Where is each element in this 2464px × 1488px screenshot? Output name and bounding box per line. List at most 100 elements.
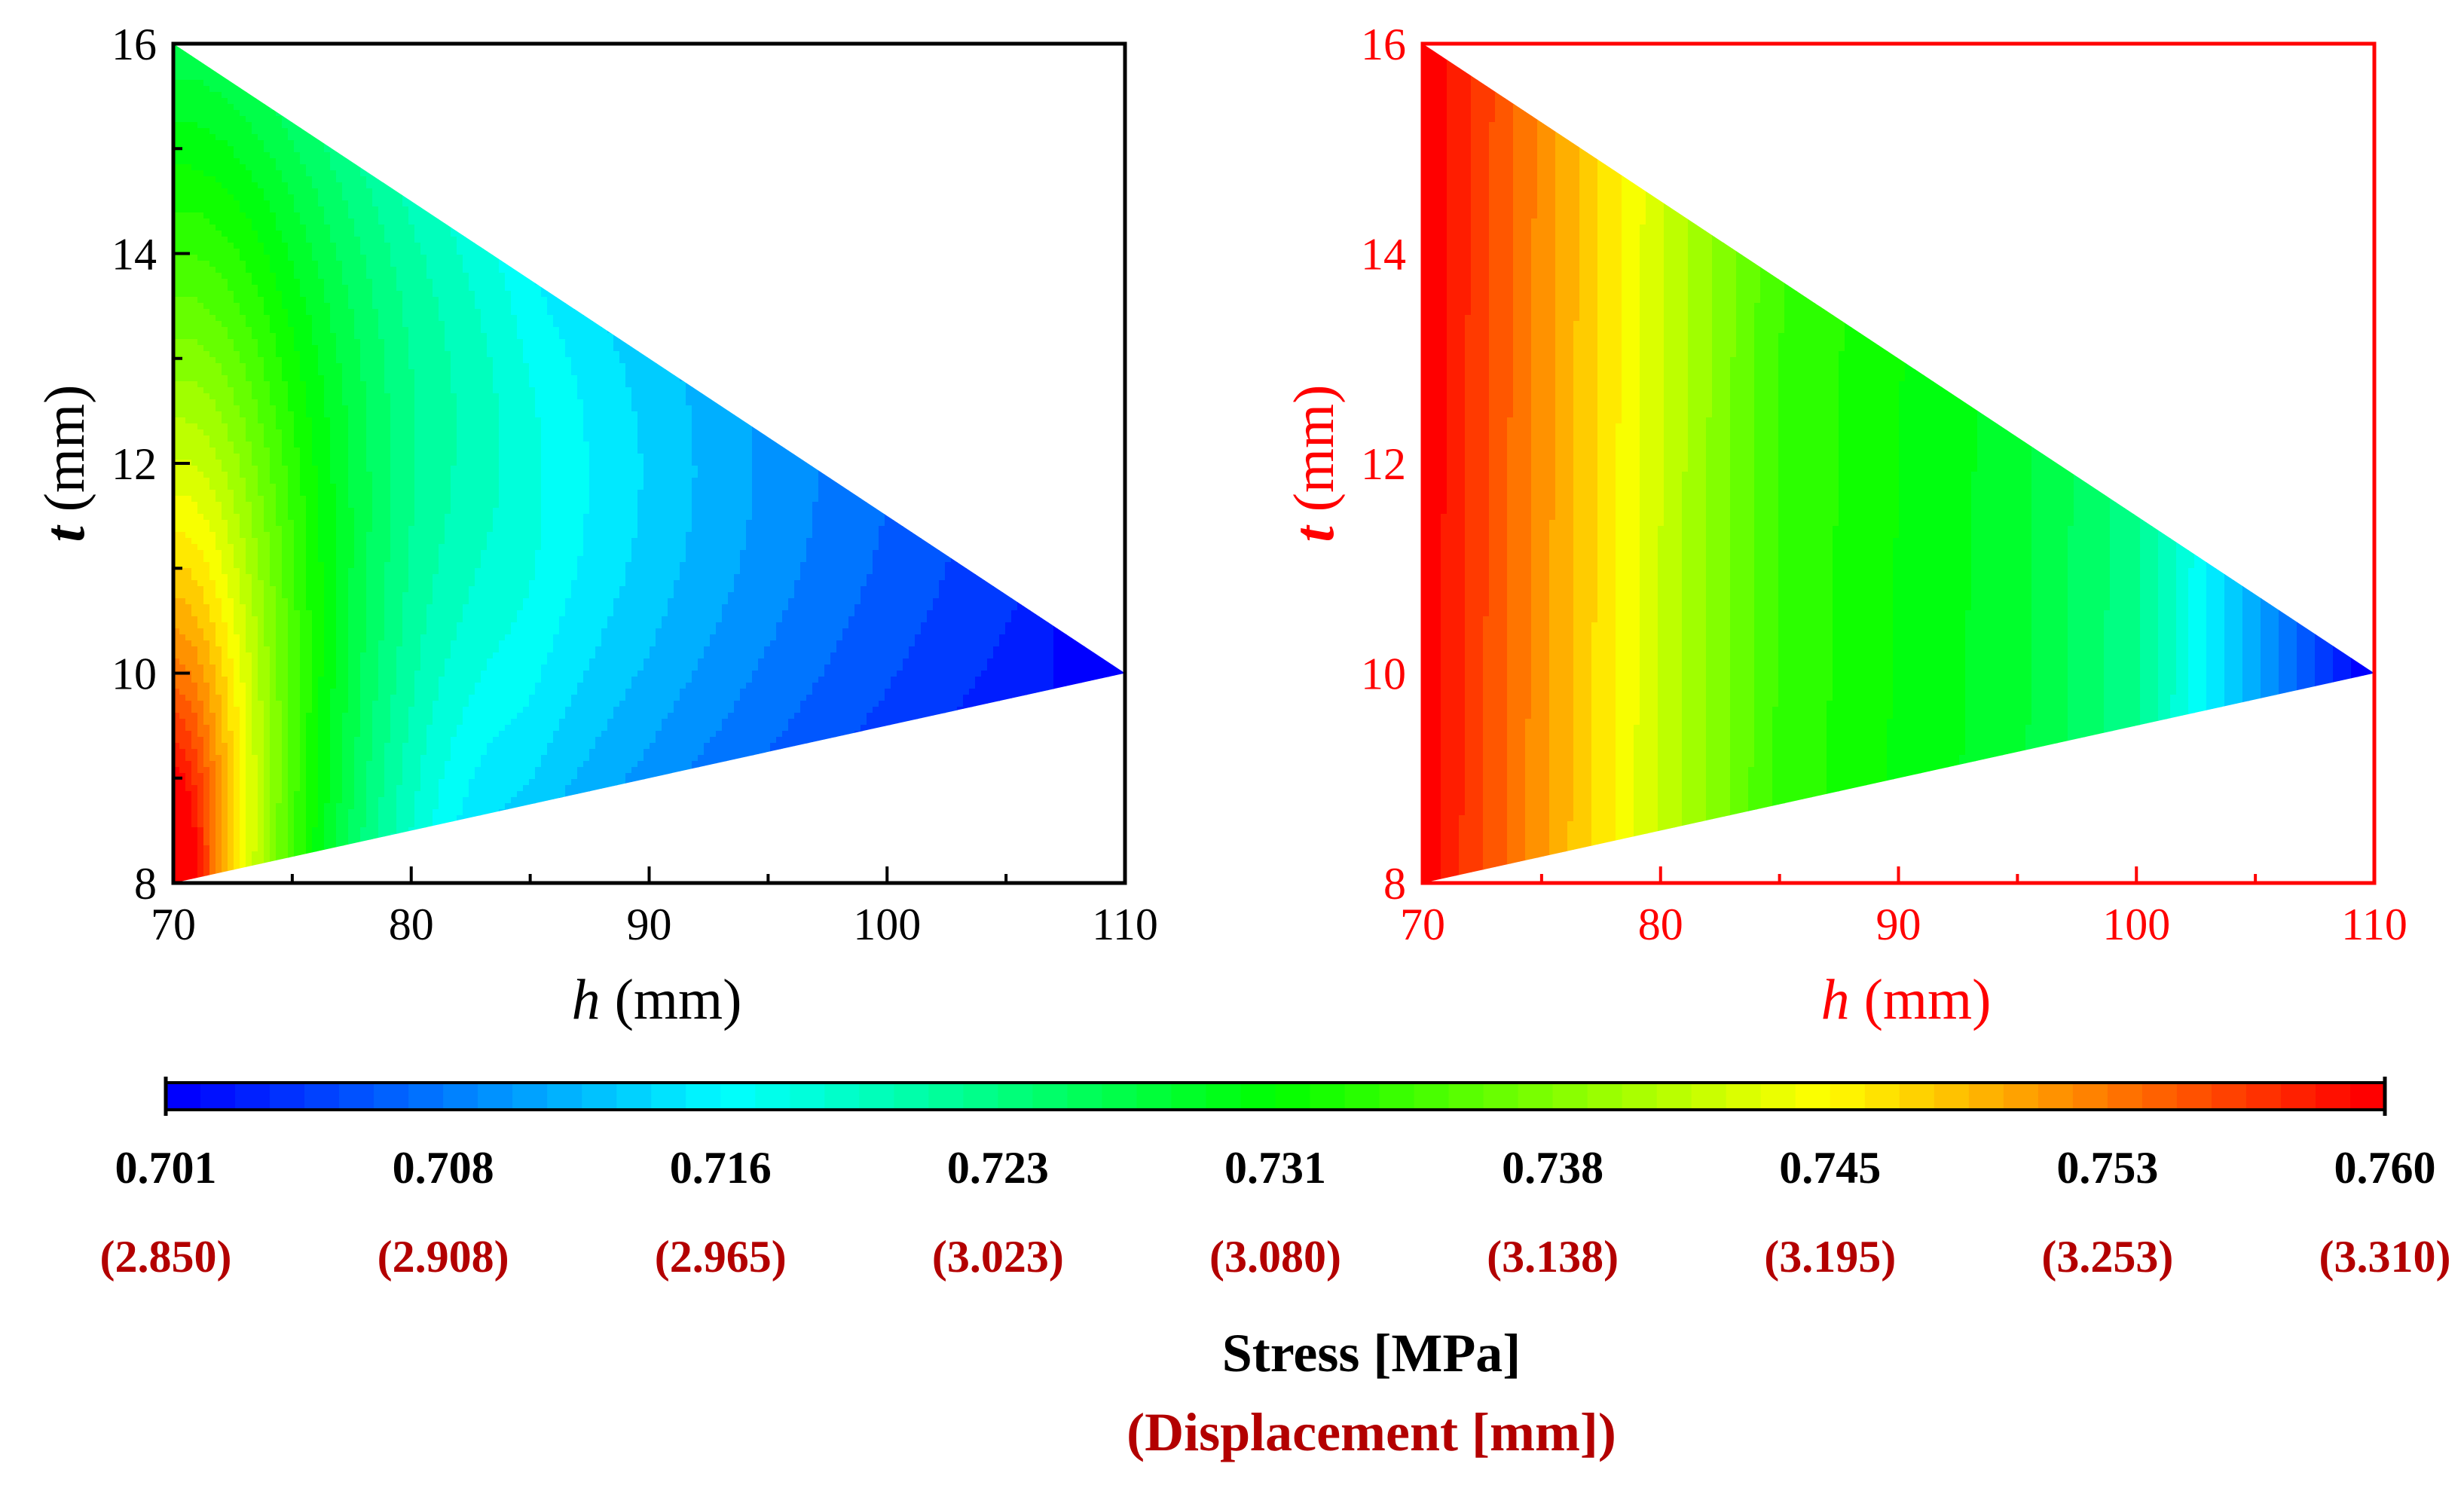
- contour-cell: [216, 610, 222, 617]
- contour-cell: [179, 707, 186, 713]
- contour-cell: [318, 225, 325, 231]
- contour-cell: [360, 273, 367, 280]
- contour-cell: [185, 683, 192, 689]
- contour-cell: [354, 92, 361, 99]
- contour-cell: [360, 695, 367, 701]
- contour-cell: [318, 658, 325, 665]
- contour-cell: [342, 333, 349, 340]
- contour-cell: [336, 110, 343, 117]
- contour-cell: [360, 863, 367, 870]
- contour-cell: [312, 767, 319, 774]
- contour-cell: [312, 544, 319, 551]
- contour-cell: [342, 68, 349, 75]
- contour-cell: [306, 490, 313, 497]
- contour-cell: [360, 689, 367, 695]
- contour-cell: [240, 689, 246, 695]
- contour-cell: [294, 592, 301, 599]
- contour-cell: [300, 809, 307, 816]
- contour-cell: [300, 791, 307, 798]
- contour-cell: [264, 586, 271, 593]
- contour-cell: [348, 170, 355, 177]
- contour-cell: [197, 779, 204, 786]
- contour-cell: [384, 544, 391, 551]
- contour-cell: [300, 225, 307, 231]
- contour-cell: [312, 363, 319, 370]
- contour-cell: [384, 496, 391, 503]
- contour-cell: [252, 393, 258, 400]
- contour-cell: [270, 761, 277, 768]
- contour-cell: [294, 267, 301, 273]
- contour-cell: [246, 182, 252, 189]
- contour-cell: [384, 92, 391, 99]
- contour-cell: [258, 309, 264, 316]
- contour-cell: [330, 833, 337, 840]
- contour-cell: [240, 291, 246, 298]
- contour-cell: [276, 689, 283, 695]
- contour-cell: [378, 815, 385, 822]
- contour-cell: [191, 303, 198, 310]
- contour-cell: [276, 520, 283, 527]
- contour-cell: [240, 454, 246, 460]
- contour-cell: [264, 460, 271, 466]
- contour-cell: [252, 526, 258, 533]
- contour-cell: [222, 152, 228, 159]
- contour-cell: [378, 200, 385, 207]
- contour-cell: [288, 351, 295, 358]
- contour-cell: [360, 683, 367, 689]
- contour-cell: [276, 387, 283, 394]
- contour-cell: [228, 381, 234, 388]
- contour-cell: [185, 616, 192, 623]
- contour-cell: [258, 779, 264, 786]
- contour-cell: [378, 225, 385, 231]
- contour-cell: [197, 303, 204, 310]
- contour-cell: [185, 381, 192, 388]
- contour-cell: [306, 839, 313, 846]
- contour-cell: [288, 80, 295, 87]
- contour-cell: [222, 725, 228, 732]
- contour-cell: [312, 803, 319, 810]
- contour-cell: [354, 803, 361, 810]
- contour-cell: [294, 62, 301, 69]
- contour-cell: [173, 56, 180, 63]
- contour-cell: [216, 472, 222, 478]
- contour-cell: [360, 586, 367, 593]
- contour-cell: [318, 592, 325, 599]
- contour-cell: [288, 50, 295, 57]
- contour-cell: [264, 74, 271, 81]
- contour-cell: [372, 122, 379, 129]
- contour-cell: [330, 128, 337, 135]
- contour-cell: [234, 791, 240, 798]
- contour-cell: [372, 435, 379, 442]
- contour-cell: [179, 442, 186, 448]
- contour-cell: [300, 616, 307, 623]
- contour-cell: [197, 315, 204, 322]
- contour-cell: [294, 695, 301, 701]
- contour-cell: [312, 773, 319, 780]
- contour-cell: [191, 785, 198, 792]
- contour-cell: [216, 761, 222, 768]
- contour-cell: [228, 478, 234, 484]
- contour-cell: [294, 538, 301, 545]
- contour-cell: [240, 448, 246, 454]
- contour-cell: [252, 568, 258, 575]
- contour-cell: [173, 791, 180, 798]
- contour-cell: [372, 604, 379, 611]
- contour-cell: [234, 315, 240, 322]
- contour-cell: [258, 231, 264, 237]
- contour-cell: [300, 363, 307, 370]
- contour-cell: [185, 399, 192, 406]
- contour-cell: [234, 206, 240, 213]
- contour-cell: [185, 869, 192, 876]
- contour-cell: [197, 206, 204, 213]
- contour-cell: [197, 134, 204, 141]
- contour-cell: [234, 821, 240, 828]
- contour-cell: [264, 339, 271, 346]
- contour-cell: [372, 212, 379, 219]
- contour-cell: [342, 671, 349, 677]
- contour-cell: [342, 50, 349, 57]
- contour-cell: [294, 713, 301, 720]
- contour-cell: [324, 249, 331, 255]
- contour-cell: [366, 417, 373, 424]
- contour-cell: [342, 827, 349, 834]
- contour-cell: [240, 146, 246, 153]
